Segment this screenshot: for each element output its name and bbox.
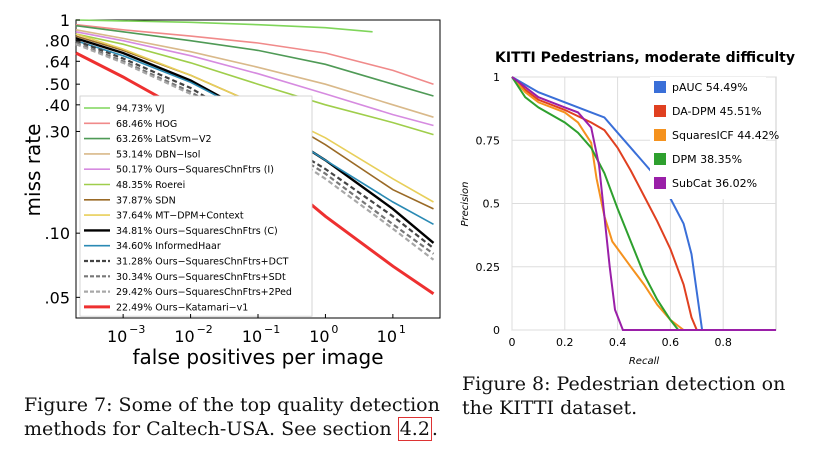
- figure-8-caption-line-1: Figure 8: Pedestrian detection on: [462, 373, 786, 395]
- kitti-series-line-0: [511, 76, 776, 331]
- caltech-y-tick-label-7: .05: [45, 288, 70, 307]
- figure-7-caption-text: methods for Caltech-USA. See section: [24, 418, 398, 440]
- caltech-legend-label-4: 50.17% Ours−SquaresChnFtrs (I): [116, 165, 274, 176]
- caltech-legend-label-2: 63.26% LatSvm−V2: [116, 134, 212, 145]
- caltech-legend-label-1: 68.46% HOG: [116, 119, 177, 130]
- kitti-series-line-4: [511, 76, 776, 331]
- kitti-legend-label-4: SubCat 36.02%: [672, 177, 757, 190]
- caltech-x-tick-exponent-0: −3: [129, 323, 145, 336]
- caltech-x-tick-exponent-3: 0: [331, 323, 338, 336]
- kitti-legend-label-3: DPM 38.35%: [672, 153, 742, 166]
- caltech-y-tick-label-0: 1: [60, 11, 70, 30]
- caltech-legend-label-6: 37.87% SDN: [116, 195, 176, 206]
- figure-8-caption: Figure 8: Pedestrian detection on the KI…: [462, 372, 812, 420]
- kitti-legend-swatch-2: [654, 129, 666, 141]
- caltech-x-tick-exponent-2: −1: [264, 323, 280, 336]
- kitti-legend-label-2: SquaresICF 44.42%: [672, 129, 779, 142]
- caltech-y-tick-label-1: .80: [45, 32, 70, 51]
- caltech-legend-box: [79, 95, 313, 317]
- caltech-y-tick-label-5: .30: [45, 122, 70, 141]
- kitti-x-tick-label-1: 0.2: [556, 336, 574, 349]
- caltech-legend-label-12: 29.42% Ours−SquaresChnFtrs+2Ped: [116, 287, 292, 298]
- caltech-legend-label-3: 53.14% DBN−Isol: [116, 149, 200, 160]
- figure-7-caption-line-2: methods for Caltech-USA. See section 4.2…: [24, 417, 444, 441]
- kitti-legend-swatch-3: [654, 153, 666, 165]
- caltech-x-tick-label-3: 10: [309, 327, 329, 346]
- figure-7-caption: Figure 7: Some of the top quality detect…: [24, 393, 444, 441]
- caltech-legend-label-10: 31.28% Ours−SquaresChnFtrs+DCT: [116, 257, 289, 268]
- caltech-series-line-1: [75, 23, 434, 85]
- caltech-legend-label-9: 34.60% InformedHaar: [116, 241, 221, 252]
- kitti-legend-swatch-1: [654, 105, 666, 117]
- kitti-x-tick-label-2: 0.4: [609, 336, 627, 349]
- caltech-series-line-3: [75, 29, 434, 118]
- caltech-chart: 94.73% VJ 68.46% HOG 63.26% LatSvm−V2 53.14…: [21, 11, 441, 369]
- caltech-y-tick-label-4: .40: [45, 96, 70, 115]
- caltech-legend-label-7: 37.64% MT−DPM+Context: [116, 211, 244, 222]
- kitti-x-tick-label-3: 0.6: [662, 336, 680, 349]
- caltech-y-axis-label: miss rate: [21, 124, 45, 217]
- kitti-legend-label-0: pAUC 54.49%: [672, 81, 748, 94]
- caltech-x-axis-label: false positives per image: [132, 345, 383, 369]
- caltech-legend-label-5: 48.35% Roerei: [116, 180, 185, 191]
- kitti-y-tick-label-2: 0.5: [483, 198, 501, 211]
- caltech-x-tick-exponent-1: −2: [197, 323, 213, 336]
- kitti-y-tick-label-4: 1: [493, 71, 500, 84]
- kitti-series-line-1: [511, 76, 776, 331]
- caltech-legend-label-11: 30.34% Ours−SquaresChnFtrs+SDt: [116, 272, 286, 283]
- kitti-x-tick-label-0: 0: [509, 336, 516, 349]
- figure-7-caption-line-1: Figure 7: Some of the top quality detect…: [24, 394, 440, 416]
- caltech-legend-label-0: 94.73% VJ: [116, 104, 165, 115]
- kitti-y-tick-label-3: 0.75: [476, 134, 501, 147]
- caltech-x-tick-label-1: 10: [174, 327, 194, 346]
- caltech-series-line-0: [75, 19, 373, 33]
- caltech-y-tick-label-6: .10: [45, 224, 70, 243]
- figure-7-caption-period: .: [431, 418, 438, 440]
- kitti-y-axis-label: Precision: [460, 181, 471, 226]
- caltech-series-line-5: [75, 33, 434, 136]
- caltech-y-tick-label-2: .64: [45, 52, 70, 71]
- caltech-x-tick-label-0: 10: [107, 327, 127, 346]
- kitti-chart: KITTI Pedestrians, moderate difficulty p…: [460, 50, 795, 367]
- caltech-x-tick-label-4: 10: [377, 327, 397, 346]
- kitti-legend-swatch-0: [654, 81, 666, 93]
- caltech-x-tick-exponent-4: 1: [399, 323, 406, 336]
- kitti-x-tick-label-4: 0.8: [714, 336, 732, 349]
- kitti-legend-label-1: DA-DPM 45.51%: [672, 105, 762, 118]
- section-reference-link[interactable]: 4.2: [397, 417, 432, 441]
- kitti-legend-swatch-4: [654, 177, 666, 189]
- figure-8-caption-line-2: the KITTI dataset.: [462, 397, 638, 419]
- caltech-legend-label-8: 34.81% Ours−SquaresChnFtrs (C): [116, 226, 278, 237]
- caltech-series-line-4: [75, 31, 434, 127]
- kitti-chart-title: KITTI Pedestrians, moderate difficulty: [495, 50, 795, 66]
- caltech-y-tick-label-3: .50: [45, 75, 70, 94]
- kitti-x-axis-label: Recall: [629, 356, 660, 367]
- kitti-legend-box: [650, 77, 766, 199]
- caltech-series-line-2: [75, 24, 434, 97]
- kitti-y-tick-label-0: 0: [493, 324, 500, 337]
- caltech-legend-label-13: 22.49% Ours−Katamari−v1: [116, 302, 248, 313]
- caltech-x-tick-label-2: 10: [242, 327, 262, 346]
- kitti-series-line-3: [511, 76, 776, 331]
- kitti-y-tick-label-1: 0.25: [476, 261, 501, 274]
